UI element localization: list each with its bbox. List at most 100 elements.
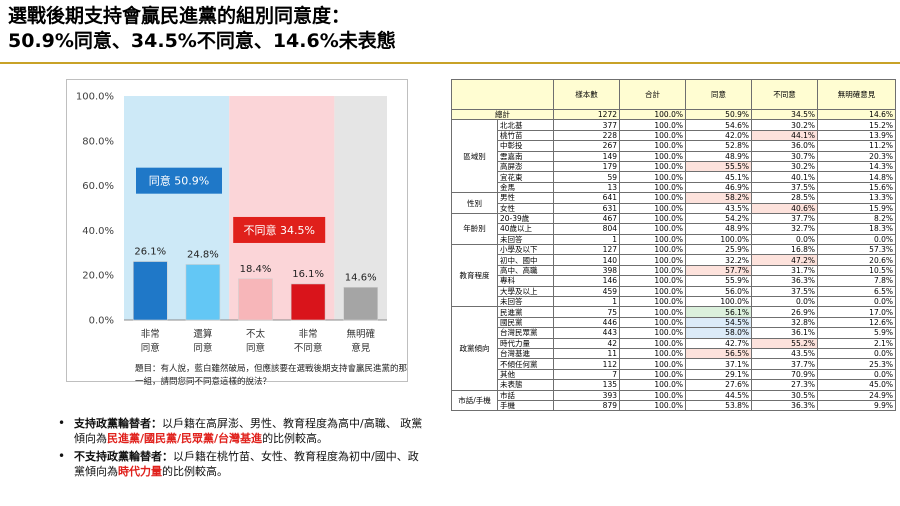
row-label: 金馬 <box>497 181 554 194</box>
table-cell: 100.0% <box>619 275 686 287</box>
bar <box>238 278 273 321</box>
table-row: 女性 631 100.0% 43.5% 40.6% 15.9% <box>452 202 896 214</box>
table-cell: 42.7% <box>685 337 752 350</box>
table-row: 台灣民眾黨 443 100.0% 58.0% 36.1% 5.9% <box>452 327 896 339</box>
x-tick-label: 意見 <box>351 342 371 354</box>
table-row: 時代力量 42 100.0% 42.7% 55.2% 2.1% <box>452 337 896 350</box>
agree-label-box <box>136 167 222 194</box>
table-row: 其他 7 100.0% 29.1% 70.9% 0.0% <box>452 368 896 381</box>
table-cell: 30.2% <box>751 160 818 173</box>
row-label: 中彰投 <box>497 140 554 152</box>
disagree-label: 不同意 34.5% <box>243 223 314 237</box>
table-cell: 0.0% <box>817 233 896 246</box>
table-cell: 1 <box>553 233 620 246</box>
table-cell: 100.0% <box>619 285 686 298</box>
table-cell: 37.5% <box>751 181 818 194</box>
table-cell: 9.9% <box>817 399 896 412</box>
table-cell: 13.9% <box>817 129 896 142</box>
table-header-row: 樣本數 合計 同意 不同意 無明確意見 <box>451 79 896 110</box>
table-cell: 100.0% <box>619 368 686 381</box>
table-cell: 6.5% <box>817 285 896 298</box>
table-cell: 641 <box>553 192 620 204</box>
y-tick-label: 40.0% <box>82 226 114 237</box>
table-cell: 459 <box>553 285 620 298</box>
table-cell: 48.9% <box>685 150 752 162</box>
table-cell: 1 <box>553 296 620 308</box>
row-label: 國民黨 <box>497 316 554 329</box>
table-cell: 11 <box>553 347 620 360</box>
finding-item: 不支持政黨輪替者：以戶籍在桃竹苗、女性、教育程度為初中/國中、政黨傾向為時代力量… <box>58 449 428 479</box>
header-cell: 樣本數 <box>553 79 620 110</box>
table-cell: 467 <box>553 212 620 225</box>
y-tick-label: 60.0% <box>82 181 114 192</box>
group-label: 性別 <box>451 192 498 214</box>
table-cell: 24.9% <box>817 389 896 401</box>
table-cell: 100.0% <box>619 327 686 339</box>
header-cell: 同意 <box>685 79 752 110</box>
bar-value-label: 14.6% <box>345 272 377 283</box>
crosstab-table-wrapper: 樣本數 合計 同意 不同意 無明確意見 總計 1272 100.0% 50.9% 34.… <box>451 79 896 412</box>
row-label: 手機 <box>497 399 554 412</box>
row-label: 小學及以下 <box>497 244 554 256</box>
table-cell: 100.0% <box>619 140 686 152</box>
table-row: 專科 146 100.0% 55.9% 36.3% 7.8% <box>452 275 896 287</box>
table-cell: 879 <box>553 399 620 412</box>
table-cell: 127 <box>553 244 620 256</box>
row-label: 高中、高職 <box>497 264 554 277</box>
header-cell: 合計 <box>619 79 686 110</box>
table-cell: 100.0% <box>619 223 686 235</box>
table-cell: 100.0% <box>619 160 686 173</box>
page-title: 選戰後期支持會贏民進黨的組別同意度： 50.9%同意、34.5%不同意、14.6… <box>8 4 892 54</box>
y-tick-label: 80.0% <box>82 136 114 147</box>
table-cell: 27.6% <box>685 379 752 391</box>
table-cell: 100.0% <box>619 337 686 350</box>
crosstab-table: 樣本數 合計 同意 不同意 無明確意見 總計 1272 100.0% 50.9% 34.… <box>451 79 896 412</box>
table-cell: 28.5% <box>751 192 818 204</box>
row-label: 總計 <box>451 108 554 121</box>
table-row-total: 總計 1272 100.0% 50.9% 34.5% 14.6% <box>451 108 896 121</box>
table-cell: 75 <box>553 306 620 318</box>
findings-list: 支持政黨輪替者：以戶籍在高屏澎、男性、教育程度為高中/高職、 政黨傾向為民進黨/… <box>58 416 428 482</box>
row-label: 台灣民眾黨 <box>497 327 554 339</box>
table-cell: 100.0% <box>619 347 686 360</box>
table-cell: 30.2% <box>751 119 818 131</box>
table-cell: 47.2% <box>751 254 818 266</box>
table-cell: 100.0% <box>619 358 686 370</box>
table-cell: 46.9% <box>685 181 752 194</box>
table-cell: 54.6% <box>685 119 752 131</box>
table-cell: 56.1% <box>685 306 752 318</box>
row-label: 未回答 <box>497 296 554 308</box>
row-label: 專科 <box>497 275 554 287</box>
table-cell: 393 <box>553 389 620 401</box>
table-cell: 100.0% <box>619 399 686 412</box>
table-cell: 56.5% <box>685 347 752 360</box>
bar <box>343 286 379 321</box>
header-cell: 不同意 <box>751 79 818 110</box>
table-cell: 40.1% <box>751 171 818 183</box>
table-cell: 0.0% <box>751 296 818 308</box>
table-cell: 45.0% <box>817 379 896 391</box>
finding-highlight: 民進黨/國民黨/民眾黨/台灣基進 <box>107 432 263 445</box>
table-cell: 29.1% <box>685 368 752 381</box>
table-row: 桃竹苗 228 100.0% 42.0% 44.1% 13.9% <box>452 129 896 142</box>
table-cell: 1272 <box>553 108 620 121</box>
table-cell: 20.3% <box>817 150 896 162</box>
table-cell: 100.0% <box>619 202 686 214</box>
bar <box>185 264 221 321</box>
table-cell: 40.6% <box>751 202 818 214</box>
table-cell: 135 <box>553 379 620 391</box>
finding-text: 以戶籍在桃竹苗、女性、教育程度為初中/國中、政黨傾向為 <box>74 450 419 478</box>
table-cell: 0.0% <box>817 347 896 360</box>
row-label: 時代力量 <box>497 337 554 350</box>
table-cell: 15.6% <box>817 181 896 194</box>
table-cell: 0.0% <box>817 296 896 308</box>
table-row: 未回答 1 100.0% 100.0% 0.0% 0.0% <box>452 233 896 246</box>
table-cell: 100.0% <box>619 254 686 266</box>
table-cell: 100.0% <box>619 233 686 246</box>
table-cell: 146 <box>553 275 620 287</box>
table-row: 台灣基進 11 100.0% 56.5% 43.5% 0.0% <box>452 347 896 360</box>
table-row: 大學及以上 459 100.0% 56.0% 37.5% 6.5% <box>452 285 896 298</box>
x-tick-label: 不太 <box>246 328 266 340</box>
table-cell: 25.3% <box>817 358 896 370</box>
